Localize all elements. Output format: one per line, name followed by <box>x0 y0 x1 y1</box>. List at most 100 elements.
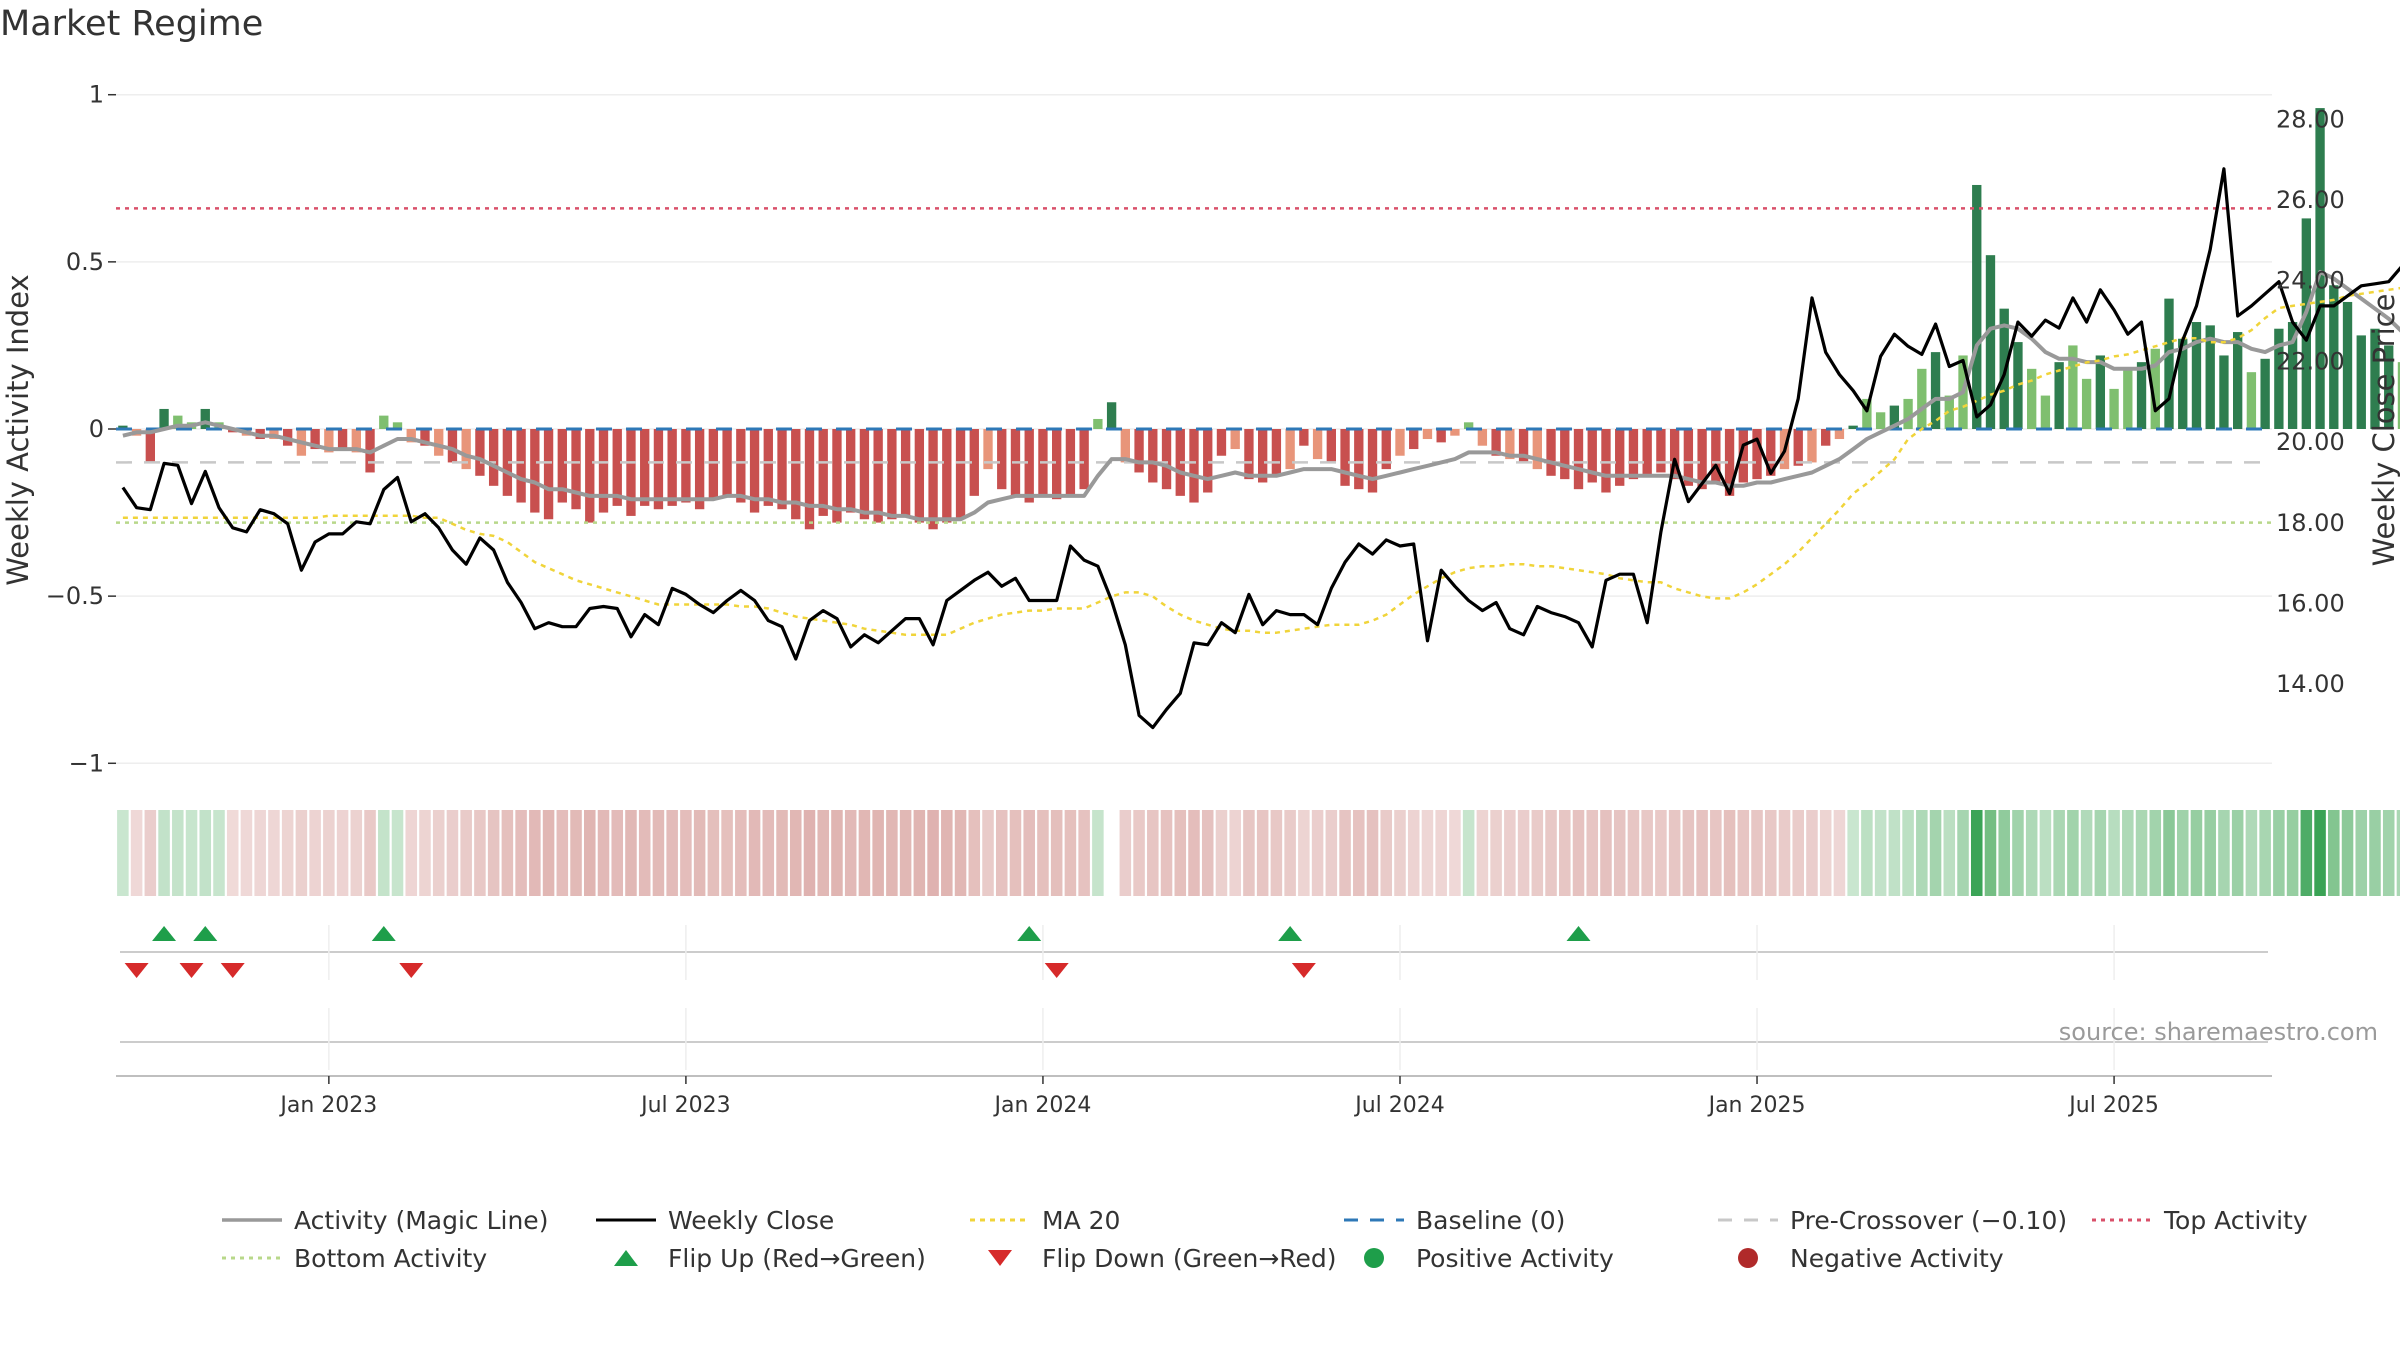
activity-bar <box>543 429 554 520</box>
activity-bar <box>1148 429 1158 483</box>
activity-bar <box>873 429 883 523</box>
y-axis-left-label: Weekly Activity Index <box>1 274 35 585</box>
regime-cell <box>378 810 390 896</box>
activity-bar <box>2013 342 2023 429</box>
regime-cell <box>968 810 981 896</box>
activity-bar <box>1079 429 1089 490</box>
regime-cell <box>584 810 596 896</box>
regime-cell <box>1600 810 1612 896</box>
activity-bars <box>118 108 2400 530</box>
regime-cell <box>1133 810 1145 896</box>
regime-cell <box>1160 810 1173 896</box>
activity-bar <box>1106 402 1117 429</box>
regime-cell <box>1394 810 1406 896</box>
solid-gray-line-icon <box>222 1218 282 1222</box>
activity-bar <box>530 429 540 513</box>
activity-bar <box>159 408 169 429</box>
regime-cell <box>1888 810 1901 896</box>
activity-bar <box>1862 398 1872 429</box>
regime-cell <box>2204 810 2216 896</box>
activity-bar <box>1766 429 1776 476</box>
activity-bar <box>351 429 361 453</box>
flip-down-marker <box>179 963 204 978</box>
activity-bar <box>420 429 430 446</box>
activity-bar <box>1669 429 1680 480</box>
activity-bar <box>1422 429 1433 440</box>
activity-bar <box>1354 429 1364 490</box>
activity-bar <box>1326 429 1336 463</box>
activity-bar <box>1615 429 1625 486</box>
activity-bar <box>914 429 925 523</box>
activity-bar <box>653 429 664 510</box>
weekly-close-line <box>121 167 2400 730</box>
activity-bar <box>118 425 128 429</box>
activity-bar <box>969 429 979 496</box>
regime-cell <box>364 810 376 896</box>
regime-cell <box>748 810 761 896</box>
activity-bar <box>310 429 320 450</box>
red-dot-icon <box>1738 1248 1758 1268</box>
regime-cell <box>2259 810 2271 896</box>
activity-bar <box>791 429 801 520</box>
regime-cell <box>1586 810 1599 896</box>
legend-item: Weekly Close <box>594 1204 834 1236</box>
activity-bar <box>2095 355 2106 429</box>
legend-label: Weekly Close <box>668 1205 835 1235</box>
regime-cell <box>2080 810 2093 896</box>
activity-bar <box>928 429 938 530</box>
activity-bar <box>1628 429 1639 480</box>
regime-cell <box>501 810 514 896</box>
regime-cell <box>1833 810 1846 896</box>
date-axis: Jan 2023 Jul 2023 Jan 2024 Jul 2024 Jan 2025… <box>116 925 2272 1118</box>
regime-cell <box>913 810 926 896</box>
regime-cell <box>1778 810 1791 896</box>
regime-cell <box>680 810 692 896</box>
regime-cell <box>982 810 994 896</box>
solid-black-line-icon <box>596 1218 656 1222</box>
regime-cell <box>803 810 816 896</box>
regime-cell <box>1517 810 1530 896</box>
activity-bar <box>1505 429 1515 460</box>
activity-bar <box>983 429 993 470</box>
regime-cell <box>1476 810 1489 896</box>
source-text: source: sharemaestro.com <box>2059 1018 2378 1046</box>
activity-bar <box>1463 422 1474 429</box>
regime-cell <box>254 810 266 896</box>
regime-cell <box>2382 810 2395 896</box>
regime-cell <box>1902 810 1914 896</box>
activity-bar <box>516 429 526 503</box>
activity-bar <box>1052 429 1062 500</box>
activity-bar <box>763 429 773 506</box>
regime-cell <box>295 810 308 896</box>
activity-bar <box>2329 285 2339 429</box>
legend-item: Flip Up (Red→Green) <box>594 1242 926 1274</box>
activity-bar <box>1477 429 1488 446</box>
activity-bar <box>447 429 458 463</box>
activity-bar <box>475 429 485 476</box>
activity-bar <box>1244 429 1254 480</box>
y-right-tick-label: 14.00 <box>2276 670 2345 698</box>
regime-cell <box>1861 810 1873 896</box>
y-right-tick-label: 22.00 <box>2276 347 2345 375</box>
activity-bar <box>1532 429 1542 470</box>
regime-cell <box>2314 810 2326 896</box>
regime-ribbon <box>117 810 2400 896</box>
activity-bar <box>2246 372 2257 429</box>
activity-bar <box>1697 429 1707 490</box>
regime-cell <box>336 810 349 896</box>
regime-cell <box>185 810 198 896</box>
activity-bar <box>461 429 471 470</box>
regime-cell <box>1380 810 1393 896</box>
regime-cell <box>1806 810 1818 896</box>
activity-bar <box>2150 348 2160 429</box>
regime-cell <box>460 810 472 896</box>
regime-cell <box>1613 810 1626 896</box>
regime-cell <box>954 810 967 896</box>
regime-cell <box>1188 810 1200 896</box>
regime-cell <box>2053 810 2065 896</box>
regime-cell <box>2094 810 2107 896</box>
regime-cell <box>1572 810 1585 896</box>
activity-bar <box>859 429 870 520</box>
legend-item: Baseline (0) <box>1342 1204 1565 1236</box>
regime-cell <box>323 810 335 896</box>
